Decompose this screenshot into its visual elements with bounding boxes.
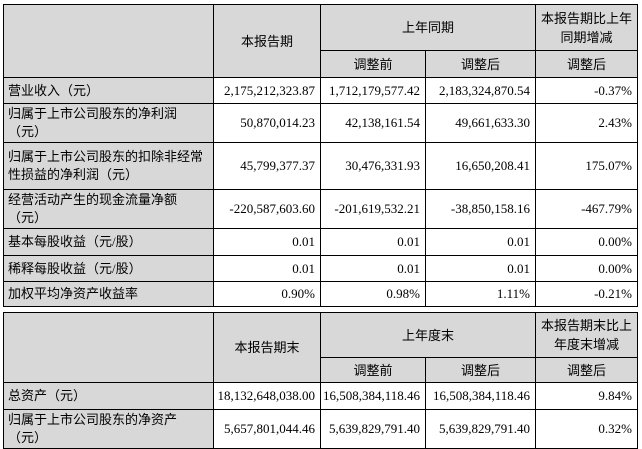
financial-summary-table-yearend: 本报告期末 上年度末 本报告期末比上年度末增减 调整前 调整后 调整后 总资产（…	[3, 312, 639, 449]
value-after: 16,650,208.41	[424, 142, 537, 190]
table-row: 营业收入（元） 2,175,212,323.87 1,712,179,577.4…	[3, 77, 639, 104]
value-current: 45,799,377.37	[213, 142, 321, 190]
value-before: 0.01	[320, 228, 426, 256]
value-current: 50,870,014.23	[213, 103, 321, 143]
value-before: 5,639,829,791.40	[320, 409, 426, 449]
value-after: 0.01	[424, 228, 537, 256]
row-label: 总资产（元）	[3, 382, 214, 410]
value-change: -467.79%	[535, 189, 639, 229]
corner-empty-cell	[3, 312, 214, 383]
col-header-adjust-after: 调整后	[424, 50, 537, 78]
value-current: 5,657,801,044.46	[213, 409, 321, 449]
col-header-current-period: 本报告期	[213, 4, 321, 78]
table-row: 基本每股收益（元/股） 0.01 0.01 0.01 0.00%	[3, 228, 639, 256]
table-row: 加权平均净资产收益率 0.90% 0.98% 1.11% -0.21%	[3, 281, 639, 307]
value-after: 5,639,829,791.40	[424, 409, 537, 449]
col-header-adjust-after: 调整后	[424, 357, 537, 383]
value-after: -38,850,158.16	[424, 189, 537, 229]
value-after: 0.01	[424, 255, 537, 282]
col-header-adjust-before: 调整前	[320, 357, 426, 383]
value-current: 0.01	[213, 228, 321, 256]
value-current: 0.01	[213, 255, 321, 282]
table-row: 归属于上市公司股东的净资产（元） 5,657,801,044.46 5,639,…	[3, 409, 639, 449]
value-before: 0.98%	[320, 281, 426, 307]
table-row: 归属于上市公司股东的扣除非经常性损益的净利润（元） 45,799,377.37 …	[3, 142, 639, 190]
value-change: 175.07%	[535, 142, 639, 190]
row-label: 归属于上市公司股东的净利润（元）	[3, 103, 214, 143]
row-label: 营业收入（元）	[3, 77, 214, 104]
table-row: 归属于上市公司股东的净利润（元） 50,870,014.23 42,138,16…	[3, 103, 639, 143]
value-before: 16,508,384,118.46	[320, 382, 426, 410]
col-header-current-period-end: 本报告期末	[213, 312, 321, 383]
col-header-change-adjust-after: 调整后	[535, 50, 639, 78]
value-change: 9.84%	[535, 382, 639, 410]
value-before: -201,619,532.21	[320, 189, 426, 229]
value-current: 0.90%	[213, 281, 321, 307]
value-before: 42,138,161.54	[320, 103, 426, 143]
value-after: 1.11%	[424, 281, 537, 307]
financial-summary-table-period: 本报告期 上年同期 本报告期比上年同期增减 调整前 调整后 调整后 营业收入（元…	[3, 4, 639, 307]
col-header-change-adjust-after: 调整后	[535, 357, 639, 383]
row-label: 归属于上市公司股东的净资产（元）	[3, 409, 214, 449]
corner-empty-cell	[3, 4, 214, 78]
row-label: 加权平均净资产收益率	[3, 281, 214, 307]
row-label: 归属于上市公司股东的扣除非经常性损益的净利润（元）	[3, 142, 214, 190]
value-change: -0.37%	[535, 77, 639, 104]
value-current: 18,132,648,038.00	[213, 382, 321, 410]
value-before: 1,712,179,577.42	[320, 77, 426, 104]
value-change: 0.00%	[535, 228, 639, 256]
value-change: 0.32%	[535, 409, 639, 449]
table-row: 经营活动产生的现金流量净额（元） -220,587,603.60 -201,61…	[3, 189, 639, 229]
row-label: 稀释每股收益（元/股）	[3, 255, 214, 282]
value-after: 16,508,384,118.46	[424, 382, 537, 410]
value-current: -220,587,603.60	[213, 189, 321, 229]
value-change: 2.43%	[535, 103, 639, 143]
value-before: 0.01	[320, 255, 426, 282]
table-row: 总资产（元） 18,132,648,038.00 16,508,384,118.…	[3, 382, 639, 410]
value-after: 2,183,324,870.54	[424, 77, 537, 104]
value-current: 2,175,212,323.87	[213, 77, 321, 104]
row-label: 基本每股收益（元/股）	[3, 228, 214, 256]
col-header-prior-yearend-group: 上年度末	[319, 312, 537, 358]
col-header-prior-period-group: 上年同期	[319, 4, 537, 51]
col-header-yearend-change-group: 本报告期末比上年度末增减	[535, 312, 639, 358]
value-before: 30,476,331.93	[320, 142, 426, 190]
value-after: 49,661,633.30	[424, 103, 537, 143]
col-header-adjust-before: 调整前	[320, 50, 426, 78]
table-row: 稀释每股收益（元/股） 0.01 0.01 0.01 0.00%	[3, 255, 639, 282]
col-header-yoy-change-group: 本报告期比上年同期增减	[535, 4, 639, 51]
value-change: -0.21%	[535, 281, 639, 307]
row-label: 经营活动产生的现金流量净额（元）	[3, 189, 214, 229]
value-change: 0.00%	[535, 255, 639, 282]
